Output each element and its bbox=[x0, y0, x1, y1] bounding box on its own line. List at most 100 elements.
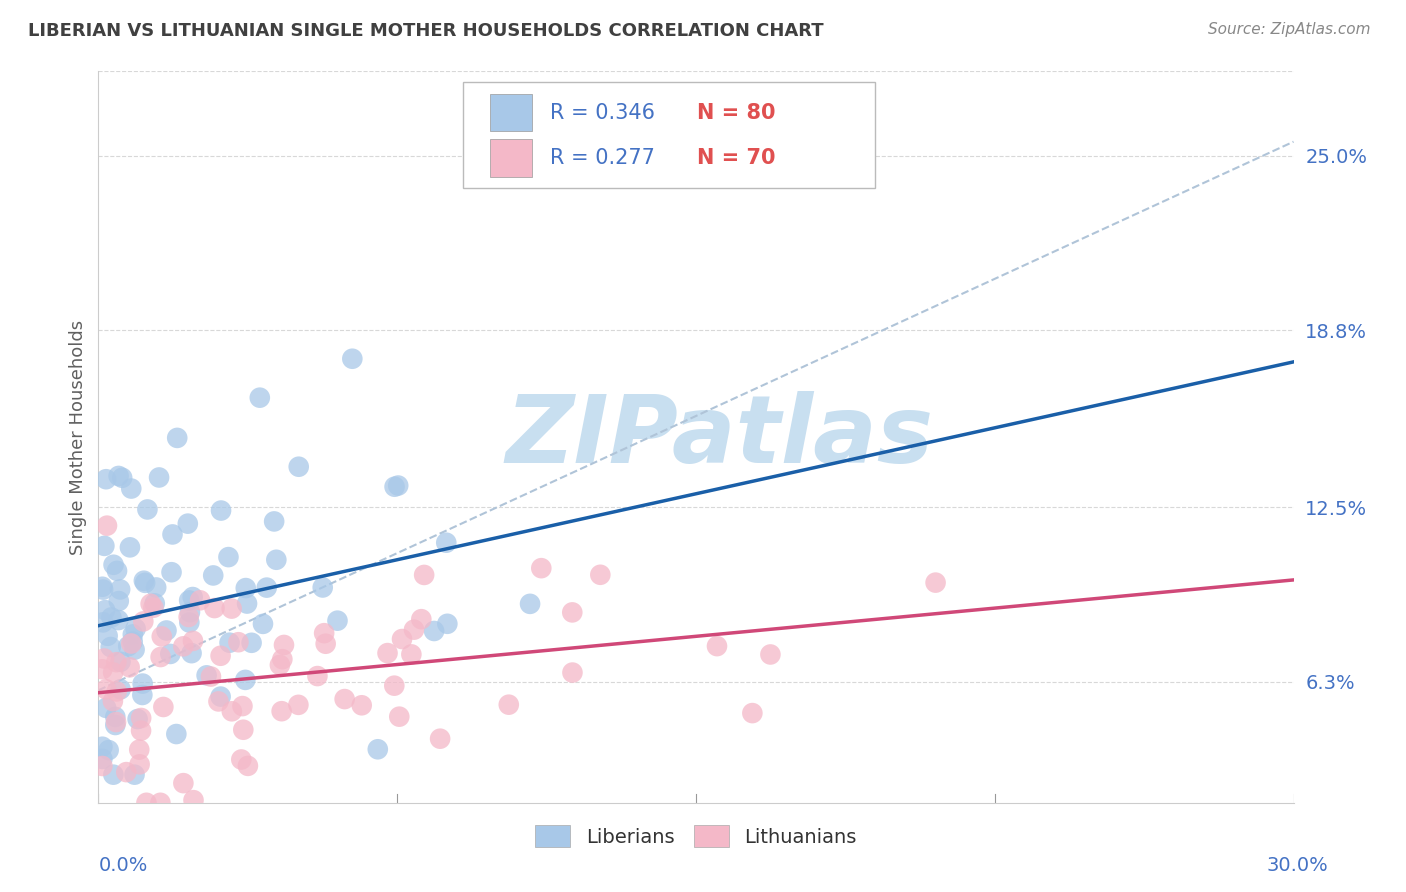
Point bbox=[209, 648, 232, 663]
Point bbox=[152, 700, 174, 714]
Point bbox=[218, 636, 240, 650]
Point bbox=[118, 541, 141, 555]
Point bbox=[104, 718, 127, 732]
Point bbox=[181, 633, 204, 648]
Point bbox=[131, 676, 153, 690]
Point bbox=[91, 615, 114, 630]
Text: 0.0%: 0.0% bbox=[98, 856, 148, 875]
Point bbox=[249, 391, 271, 405]
Point bbox=[135, 796, 157, 810]
Point bbox=[314, 626, 336, 640]
Point bbox=[202, 568, 225, 582]
Point bbox=[342, 351, 364, 366]
Point bbox=[94, 701, 117, 715]
Point bbox=[93, 539, 115, 553]
Point bbox=[388, 709, 411, 723]
FancyBboxPatch shape bbox=[463, 82, 876, 188]
Point bbox=[105, 714, 128, 729]
Point bbox=[101, 665, 124, 680]
Point bbox=[177, 516, 200, 531]
Point bbox=[105, 564, 128, 578]
Point bbox=[413, 568, 436, 582]
Point bbox=[143, 596, 166, 610]
Point bbox=[115, 765, 138, 780]
Point bbox=[183, 793, 205, 807]
Point bbox=[252, 616, 274, 631]
Point bbox=[436, 616, 458, 631]
Point bbox=[132, 615, 155, 629]
Point bbox=[233, 673, 256, 687]
Point bbox=[120, 636, 142, 650]
Point bbox=[155, 624, 177, 638]
Point bbox=[159, 647, 181, 661]
Point bbox=[117, 639, 139, 653]
Point bbox=[124, 767, 146, 781]
Point bbox=[97, 743, 120, 757]
Point bbox=[111, 471, 134, 485]
Point bbox=[180, 646, 202, 660]
Point bbox=[139, 597, 162, 611]
Point bbox=[384, 480, 406, 494]
Point bbox=[91, 580, 114, 594]
Point bbox=[312, 581, 335, 595]
Point bbox=[132, 574, 155, 588]
Point bbox=[91, 582, 114, 597]
Point bbox=[97, 629, 120, 643]
Point bbox=[105, 655, 128, 669]
Point bbox=[759, 648, 782, 662]
Point bbox=[434, 535, 457, 549]
Point bbox=[287, 459, 309, 474]
Point bbox=[221, 601, 243, 615]
Point bbox=[165, 727, 187, 741]
Point bbox=[231, 699, 253, 714]
Point bbox=[129, 711, 152, 725]
Point bbox=[121, 627, 143, 641]
Point bbox=[589, 567, 612, 582]
Point bbox=[706, 639, 728, 653]
Point bbox=[423, 624, 446, 638]
Point bbox=[94, 682, 117, 697]
Point bbox=[172, 776, 194, 790]
Point bbox=[93, 651, 115, 665]
Point bbox=[924, 575, 946, 590]
Point bbox=[519, 597, 541, 611]
Point bbox=[377, 646, 399, 660]
Text: ZIPatlas: ZIPatlas bbox=[506, 391, 934, 483]
Point bbox=[240, 636, 263, 650]
Point bbox=[107, 613, 129, 627]
Point bbox=[108, 582, 131, 597]
Point bbox=[100, 610, 122, 624]
Point bbox=[273, 638, 295, 652]
Point bbox=[91, 662, 114, 676]
Point bbox=[94, 472, 117, 486]
Point bbox=[391, 632, 413, 646]
Point bbox=[160, 565, 183, 579]
Point bbox=[91, 739, 114, 754]
Point bbox=[96, 518, 118, 533]
Point bbox=[235, 581, 257, 595]
Point bbox=[266, 553, 288, 567]
Point bbox=[103, 767, 125, 781]
Point bbox=[411, 612, 433, 626]
Point bbox=[105, 684, 128, 698]
Text: Source: ZipAtlas.com: Source: ZipAtlas.com bbox=[1208, 22, 1371, 37]
Point bbox=[128, 757, 150, 772]
Point bbox=[498, 698, 520, 712]
Text: 30.0%: 30.0% bbox=[1267, 856, 1329, 875]
FancyBboxPatch shape bbox=[491, 94, 533, 131]
Point bbox=[561, 665, 583, 680]
Point bbox=[107, 469, 129, 483]
Point bbox=[177, 610, 200, 624]
Legend: Liberians, Lithuanians: Liberians, Lithuanians bbox=[527, 817, 865, 855]
Point bbox=[179, 593, 201, 607]
Point bbox=[124, 642, 146, 657]
Text: R = 0.277: R = 0.277 bbox=[550, 148, 655, 168]
Point bbox=[134, 575, 156, 590]
Point bbox=[121, 634, 143, 648]
Text: R = 0.346: R = 0.346 bbox=[550, 103, 655, 122]
Text: N = 70: N = 70 bbox=[697, 148, 776, 168]
Point bbox=[367, 742, 389, 756]
Point bbox=[124, 622, 146, 636]
Text: LIBERIAN VS LITHUANIAN SINGLE MOTHER HOUSEHOLDS CORRELATION CHART: LIBERIAN VS LITHUANIAN SINGLE MOTHER HOU… bbox=[28, 22, 824, 40]
Point bbox=[131, 688, 153, 702]
